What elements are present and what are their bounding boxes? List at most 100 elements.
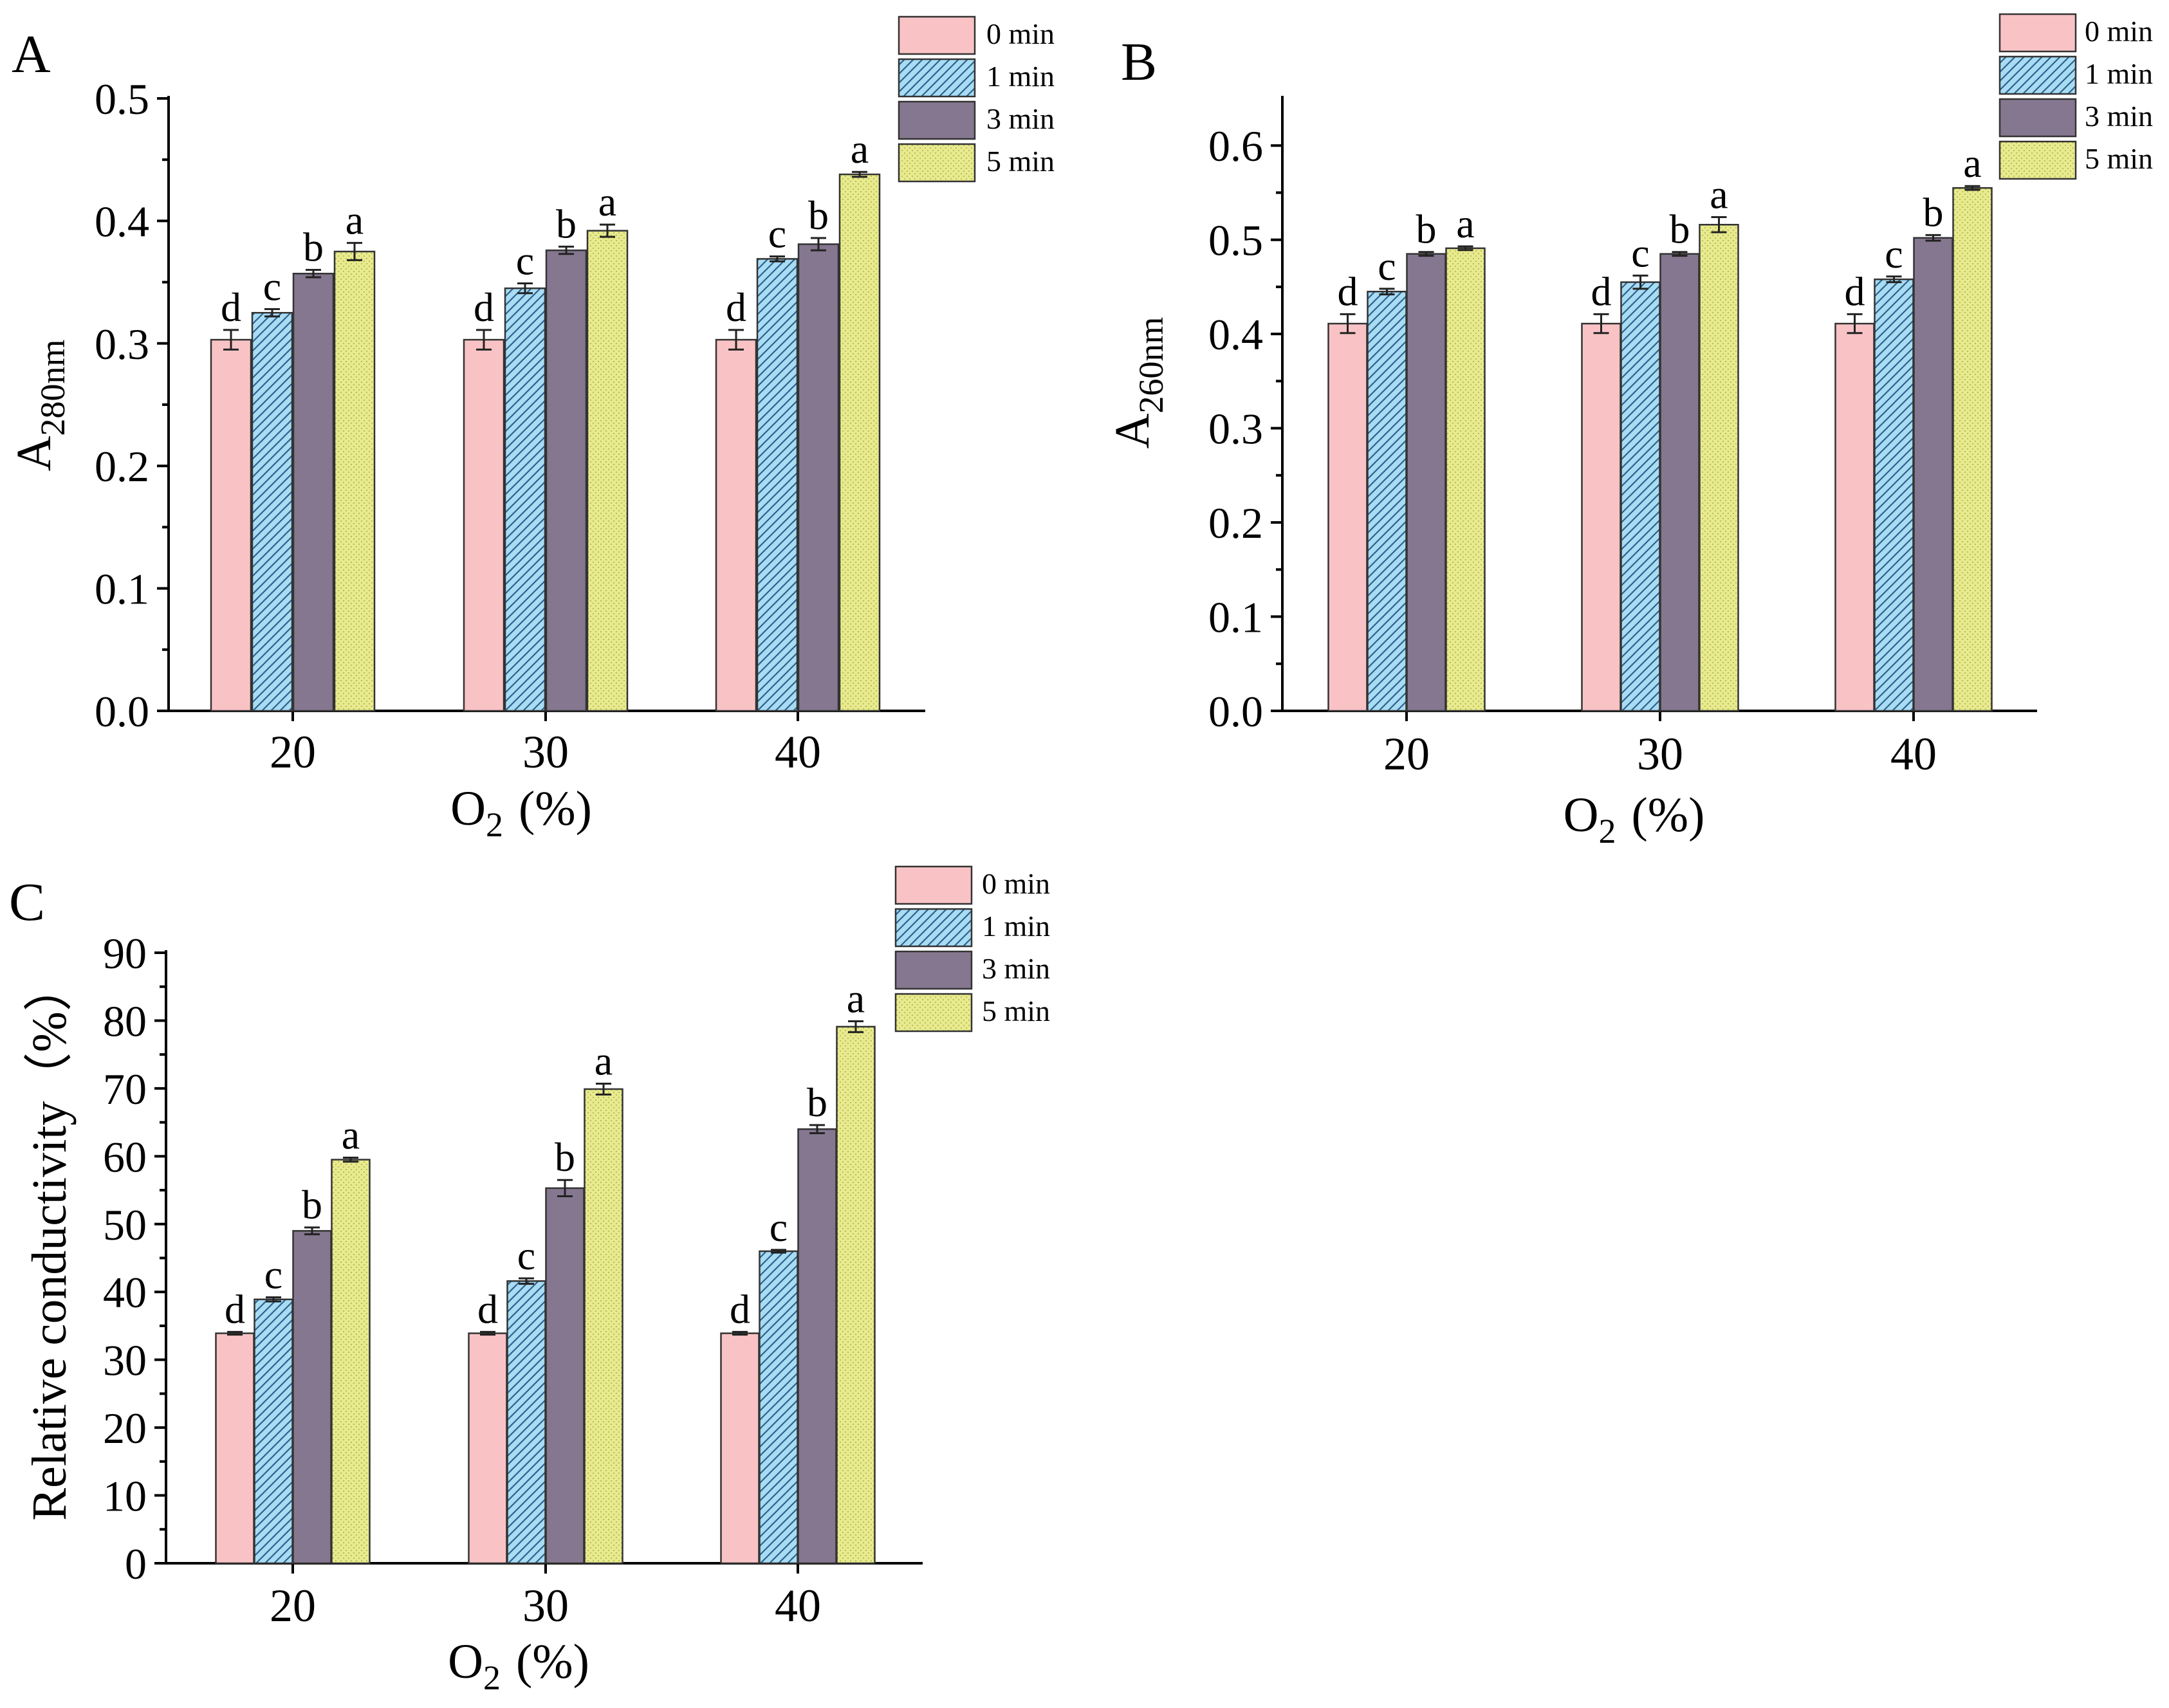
panel-b-significance-letter: b: [1923, 189, 1944, 235]
panel-a-significance-letter: a: [851, 126, 869, 172]
panel-c-bar-3min-20: [292, 1230, 332, 1565]
panel-a-bar-5min-40: [838, 173, 881, 712]
panel-b-significance-letter: c: [1885, 231, 1903, 277]
panel-b-bar-3min-30: [1659, 253, 1700, 712]
panel-a-bar-1min-30: [504, 287, 546, 712]
panel-b-bar-0min-40: [1834, 322, 1875, 712]
panel-c-significance-letter: a: [342, 1112, 360, 1157]
panel-b-plot: 0.00.10.20.30.40.50.620 30 40d d dc c cb b baaaA…: [1105, 96, 2037, 850]
panel-c-x-tick-label: 20: [270, 1580, 316, 1631]
panel-a-legend-label: 1 min: [986, 60, 1055, 93]
panel-c-bar-5min-20: [331, 1159, 371, 1565]
panel-b-bar-3min-20: [1406, 253, 1446, 712]
panel-a-x-tick-label: 40: [775, 726, 821, 778]
panel-c-bar-3min-30: [545, 1187, 585, 1565]
panel-a-significance-letter: d: [221, 284, 241, 330]
panel-b-legend-swatch: [1998, 13, 2077, 53]
panel-c-legend-label: 1 min: [982, 910, 1050, 942]
panel-a-bar-0min-40: [715, 338, 757, 712]
panel-b-bar-1min-20: [1367, 290, 1407, 712]
panel-b-significance-letter: a: [1963, 140, 1981, 186]
panel-c-significance-letter: a: [595, 1038, 613, 1084]
panel-a-label: A: [12, 24, 51, 84]
panel-b-y-tick-label: 0.0: [1208, 687, 1263, 736]
panel-b-x-axis-title: O2 (%): [1564, 788, 1705, 850]
panel-c-label: C: [9, 872, 45, 932]
panel-b-y-tick-label: 0.4: [1208, 310, 1263, 359]
panel-a-y-tick-label: 0.4: [95, 197, 149, 246]
panel-c-bar-0min-40: [720, 1332, 760, 1565]
panel-c-significance-letter: c: [264, 1252, 282, 1298]
panel-b-significance-letter: c: [1631, 230, 1649, 275]
panel-c-legend-swatch: [894, 865, 973, 905]
panel-b-bar-0min-30: [1581, 322, 1621, 712]
panel-a-significance-letter: a: [346, 197, 364, 243]
panel-c-bar-1min-30: [506, 1280, 546, 1565]
panel-a-x-axis-title: O2 (%): [450, 782, 592, 844]
panel-a-bar-1min-40: [756, 258, 798, 712]
panel-c-bar-0min-20: [215, 1332, 255, 1565]
panel-a-significance-letter: c: [263, 263, 281, 309]
panel-b-x-tick-label: 20: [1383, 728, 1430, 780]
panel-b-legend-label: 5 min: [2085, 142, 2153, 175]
panel-b-bar-5min-20: [1445, 247, 1486, 712]
panel-c-legend-label: 0 min: [982, 867, 1050, 900]
panel-b-legend: 0 min 1 min 3 min 5 min: [1998, 13, 2153, 180]
panel-c-significance-letter: d: [477, 1286, 498, 1332]
panel-b-bar-1min-30: [1620, 281, 1661, 712]
panel-c-legend-label: 5 min: [982, 995, 1050, 1027]
panel-a-bar-5min-20: [333, 250, 376, 712]
panel-a-significance-letter: a: [598, 179, 616, 225]
panel-a-legend-swatch: [898, 15, 976, 55]
panel-b-label: B: [1121, 32, 1157, 92]
panel-b-legend-swatch: [1998, 55, 2077, 95]
panel-c-significance-letter: b: [302, 1182, 322, 1227]
panel-b-x-tick-label: 30: [1637, 728, 1683, 780]
panel-b-y-tick-label: 0.2: [1208, 499, 1263, 547]
panel-b-significance-letter: a: [1710, 172, 1728, 217]
panel-c-bar-1min-40: [759, 1250, 798, 1565]
panel-a-bar-3min-40: [797, 243, 840, 712]
panel-a-legend-swatch: [898, 143, 976, 183]
panel-c-bar-5min-30: [584, 1088, 623, 1565]
panel-b-bar-1min-40: [1874, 278, 1914, 712]
panel-b-bar-5min-40: [1952, 187, 1993, 712]
panel-a-significance-letter: d: [474, 284, 494, 330]
panel-b-y-tick-label: 0.1: [1208, 593, 1263, 642]
panel-a-legend-label: 0 min: [986, 17, 1055, 50]
panel-a-legend-label: 5 min: [986, 145, 1055, 178]
panel-a-legend: 0 min 1 min 3 min 5 min: [898, 15, 1055, 183]
panel-a-significance-letter: c: [768, 211, 786, 257]
panel-a-significance-letter: d: [726, 284, 746, 330]
panel-a-y-tick-label: 0.0: [95, 687, 149, 736]
panel-c-legend-swatch: [894, 908, 973, 948]
panel-c-significance-letter: c: [517, 1233, 535, 1278]
panel-b-legend-swatch: [1998, 98, 2077, 138]
panel-b-y-tick-label: 0.6: [1208, 122, 1263, 170]
panel-a-y-axis-title: A280nm: [7, 340, 72, 472]
panel-c-bar-3min-40: [797, 1128, 837, 1565]
panel-c-significance-letter: d: [225, 1286, 245, 1332]
panel-b-significance-letter: b: [1670, 207, 1690, 252]
panel-b-significance-letter: d: [1845, 268, 1865, 314]
panel-a-significance-letter: b: [303, 225, 324, 270]
panel-b-bar-5min-30: [1699, 224, 1739, 712]
panel-c-y-tick-label: 0: [125, 1539, 147, 1588]
panel-b-significance-letter: d: [1338, 268, 1358, 314]
panel-a-legend-swatch: [898, 58, 976, 98]
panel-b-x-tick-label: 40: [1890, 728, 1937, 780]
panel-c-significance-letter: b: [555, 1134, 575, 1180]
panel-c-y-tick-label: 30: [103, 1336, 147, 1385]
panel-b-bar-3min-40: [1913, 237, 1953, 712]
panel-a-significance-letter: b: [808, 192, 829, 238]
panel-b-significance-letter: b: [1416, 207, 1437, 252]
panel-c-y-tick-label: 40: [103, 1268, 147, 1317]
panel-b-y-axis-title: A260nm: [1105, 317, 1170, 449]
panel-c-y-tick-label: 90: [103, 929, 147, 978]
panel-c-significance-letter: d: [730, 1286, 750, 1332]
panel-b-y-tick-label: 0.3: [1208, 405, 1263, 454]
